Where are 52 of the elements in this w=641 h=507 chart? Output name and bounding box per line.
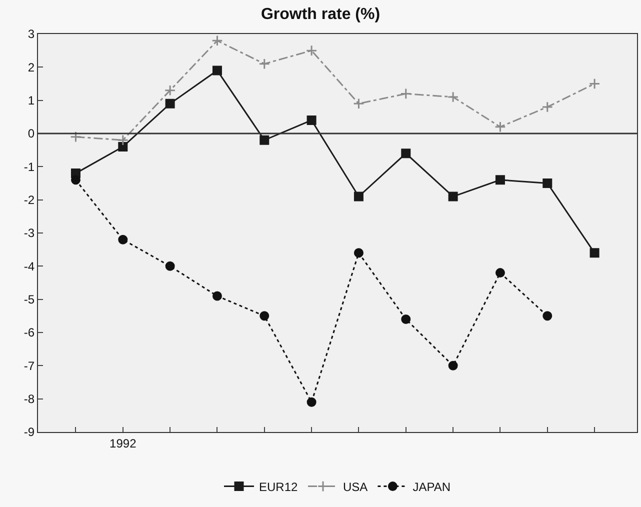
point bbox=[588, 78, 600, 90]
y-tick-label: 2 bbox=[28, 60, 35, 74]
point bbox=[306, 397, 316, 407]
y-tick-label: 3 bbox=[28, 27, 35, 42]
point bbox=[542, 311, 552, 321]
point bbox=[353, 98, 364, 110]
point bbox=[306, 44, 318, 56]
y-tick-label: 1 bbox=[28, 94, 35, 108]
point bbox=[448, 360, 458, 370]
y-tick-label: -2 bbox=[24, 193, 35, 208]
y-tick-label: -8 bbox=[24, 392, 35, 406]
y-tick-label: -4 bbox=[24, 259, 35, 274]
point bbox=[260, 311, 270, 321]
y-tick-label: -6 bbox=[24, 326, 35, 340]
point bbox=[260, 135, 270, 145]
point bbox=[448, 192, 458, 202]
y-tick-label: -3 bbox=[24, 226, 35, 240]
point bbox=[118, 142, 128, 152]
y-tick-label: -9 bbox=[24, 425, 35, 440]
point bbox=[306, 115, 316, 125]
y-tick-label: -1 bbox=[24, 160, 35, 174]
point bbox=[542, 101, 554, 113]
point bbox=[494, 121, 506, 133]
y-tick-label: -5 bbox=[24, 292, 35, 307]
point bbox=[70, 175, 80, 185]
point bbox=[118, 234, 128, 244]
point bbox=[165, 98, 175, 108]
point bbox=[401, 148, 411, 158]
point bbox=[212, 34, 223, 46]
point bbox=[117, 134, 129, 146]
point bbox=[212, 66, 222, 76]
chart-title: Growth rate (%) bbox=[260, 6, 380, 23]
legend-label: USA bbox=[343, 480, 368, 494]
point bbox=[590, 248, 600, 258]
point bbox=[258, 58, 270, 70]
point bbox=[354, 248, 364, 258]
point bbox=[164, 84, 176, 96]
legend-label: EUR12 bbox=[259, 480, 298, 494]
point bbox=[70, 131, 82, 142]
point bbox=[495, 175, 505, 185]
point bbox=[401, 314, 411, 324]
point bbox=[542, 178, 552, 188]
x-tick-label: 1992 bbox=[110, 436, 137, 450]
y-tick-label: 0 bbox=[28, 126, 35, 141]
point bbox=[495, 268, 505, 278]
point bbox=[165, 261, 175, 271]
point bbox=[212, 291, 222, 301]
point bbox=[354, 192, 364, 202]
point bbox=[400, 88, 412, 100]
y-tick-label: -7 bbox=[24, 358, 35, 373]
point bbox=[447, 91, 459, 103]
legend-label: JAPAN bbox=[412, 480, 450, 494]
